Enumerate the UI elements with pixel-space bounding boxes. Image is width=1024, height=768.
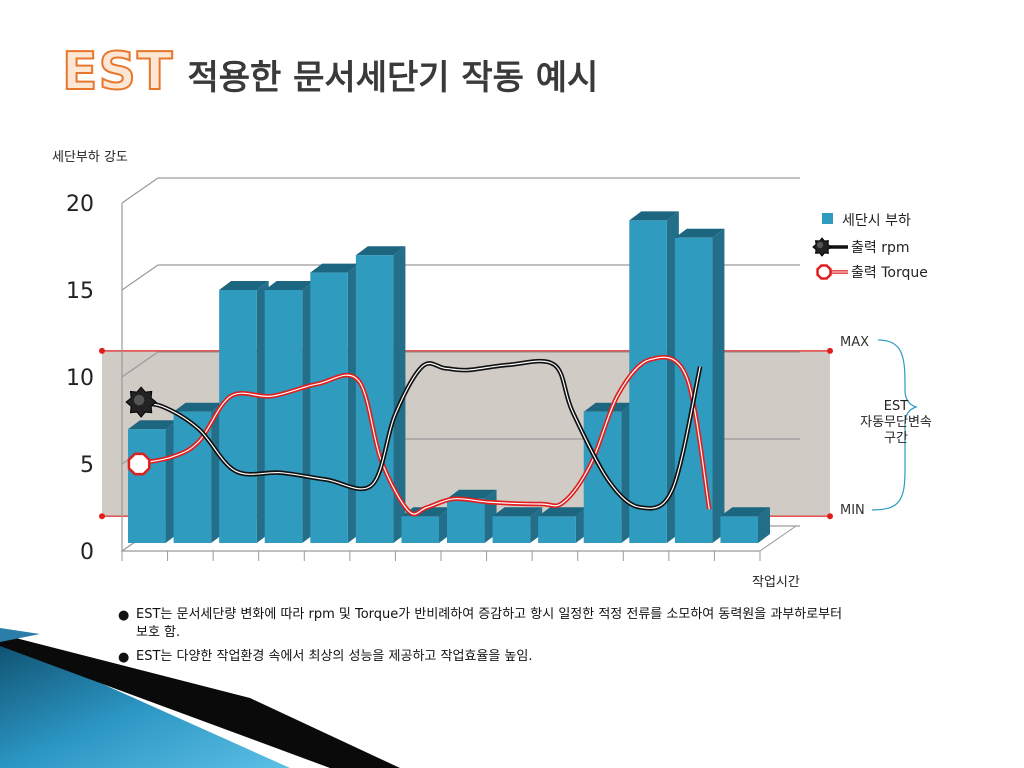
slide-title: EST 적용한 문서세단기 작동 예시 [61, 41, 599, 103]
bar-top [629, 211, 679, 221]
zone-label-line: 구간 [884, 431, 908, 446]
y-tick-label: 5 [80, 453, 94, 478]
gridline-diagonal [121, 177, 159, 204]
octagon-icon [127, 452, 151, 476]
bullet-text: EST는 다양한 작업환경 속에서 최상의 성능을 제공하고 작업효율을 높임. [136, 649, 533, 664]
bar-face [629, 220, 667, 543]
limit-dot [827, 347, 833, 354]
legend-label: 세단시 부하 [842, 213, 911, 229]
bar [674, 228, 725, 544]
bar-side [393, 246, 406, 543]
bar-face [355, 255, 394, 543]
bullet-dot: ● [118, 608, 130, 623]
bar-face [720, 516, 758, 543]
bar-face [219, 290, 257, 543]
torque-line-inner [135, 356, 710, 515]
bar-face [264, 290, 303, 543]
bar [128, 420, 178, 543]
bar-top [355, 246, 406, 256]
bar-face [401, 516, 439, 543]
bar [583, 402, 634, 543]
legend-label: 출력 rpm [851, 240, 910, 256]
y-axis-title: 세단부하 강도 [52, 150, 128, 165]
bar-top [173, 402, 224, 412]
torque-marker [816, 264, 832, 280]
y-tick-label: 15 [66, 279, 94, 304]
bar-top [219, 281, 269, 290]
torque-marker [127, 452, 151, 476]
bar-face [492, 516, 531, 543]
bar [219, 281, 269, 543]
title-brand: EST [61, 41, 174, 103]
bar-top [720, 507, 770, 517]
gridline-diagonal [121, 351, 159, 378]
y-tick-label: 10 [66, 366, 94, 391]
rpm-marker [812, 237, 832, 257]
max-label: MAX [840, 335, 869, 350]
limit-dot [827, 513, 833, 520]
bar [720, 507, 770, 543]
title-text: 적용한 문서세단기 작동 예시 [187, 58, 599, 98]
gridline-diagonal [121, 264, 159, 291]
y-tick-label: 20 [66, 192, 94, 217]
bar-top [538, 507, 588, 517]
octagon-icon [816, 264, 832, 280]
bullet-text: EST는 문서세단량 변화에 따라 rpm 및 Torque가 반비례하여 증감… [136, 607, 843, 640]
limit-dot [99, 347, 105, 354]
zone-label-line: 자동무단변속 [860, 415, 932, 430]
legend-label: 출력 Torque [851, 265, 928, 281]
bar-top [583, 402, 634, 412]
bar-top [492, 507, 543, 517]
bar-top [674, 228, 725, 238]
zone-brace [871, 339, 918, 511]
bar-side [758, 507, 770, 543]
rpm-line-inner [135, 360, 701, 509]
bar [264, 281, 315, 543]
bar-face [310, 272, 348, 543]
rpm-marker [125, 386, 157, 418]
bullet-item: ● EST는 문서세단량 변화에 따라 rpm 및 Torque가 반비례하여 … [118, 606, 858, 642]
bar [173, 402, 224, 543]
legend-swatch-bar [822, 213, 833, 224]
bullet-item: ● EST는 다양한 작업환경 속에서 최상의 성능을 제공하고 작업효율을 높… [118, 648, 858, 666]
gear-highlight [133, 394, 145, 406]
bar [310, 263, 360, 543]
bar-face [128, 429, 166, 543]
bullet-list: ● EST는 문서세단량 변화에 따라 rpm 및 Torque가 반비례하여 … [118, 606, 858, 672]
bar [629, 211, 679, 543]
zone-label-line: EST [884, 399, 908, 414]
y-tick-label: 0 [80, 540, 94, 565]
bar-face [447, 498, 485, 543]
limit-dot [99, 513, 105, 520]
corner-decoration [0, 628, 400, 768]
bar-top [310, 263, 360, 273]
bar-top [128, 420, 178, 430]
bar [492, 507, 543, 543]
x-axis-title: 작업시간 [752, 575, 800, 590]
bar [355, 246, 406, 543]
gear-highlight [816, 241, 824, 249]
bar-top [264, 281, 315, 290]
bar [538, 507, 588, 543]
bar-side [712, 228, 725, 544]
bar-face [538, 516, 576, 543]
bullet-dot: ● [118, 650, 130, 665]
min-label: MIN [840, 503, 865, 518]
